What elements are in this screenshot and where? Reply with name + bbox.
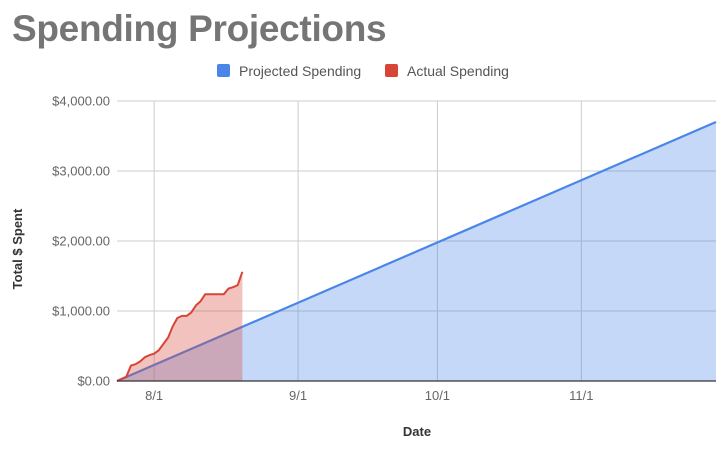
y-tick-label: $4,000.00: [52, 94, 110, 109]
legend: Projected Spending Actual Spending: [217, 63, 509, 79]
y-tick-label: $0.00: [77, 374, 110, 389]
projected-spending-line: [116, 120, 717, 383]
x-tick-label: 8/1: [145, 388, 163, 403]
legend-swatch-projected: [217, 64, 230, 77]
x-axis-title: Date: [403, 424, 431, 439]
legend-swatch-actual: [385, 64, 398, 77]
series-layer: [116, 120, 717, 383]
y-tick-label: $1,000.00: [52, 304, 110, 319]
actual-spending-area: [117, 271, 243, 381]
x-tick-label: 10/1: [425, 388, 450, 403]
y-tick-label: $2,000.00: [52, 234, 110, 249]
legend-label-projected: Projected Spending: [239, 63, 361, 79]
x-tick-label: 9/1: [289, 388, 307, 403]
legend-label-actual: Actual Spending: [407, 63, 509, 79]
y-tick-label: $3,000.00: [52, 164, 110, 179]
y-axis-title: Total $ Spent: [10, 208, 25, 289]
actual-spending-line: [116, 271, 244, 382]
axes: $0.00 $1,000.00 $2,000.00 $3,000.00 $4,000.0…: [52, 94, 716, 403]
chart-title: Spending Projections: [12, 8, 387, 49]
x-tick-label: 11/1: [569, 388, 593, 403]
gridlines: [117, 100, 716, 381]
